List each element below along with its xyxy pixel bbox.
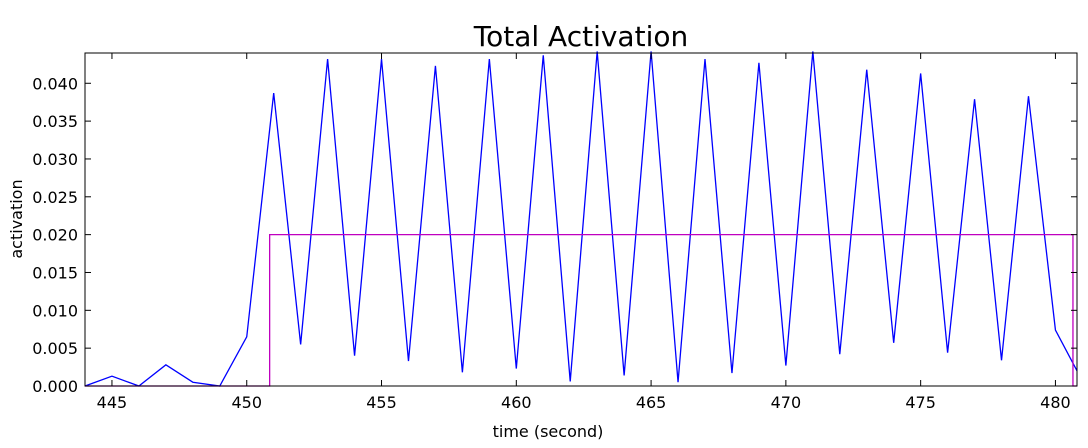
y-tick-label: 0.015 [32,263,78,282]
y-tick-label: 0.005 [32,339,78,358]
y-tick-label: 0.035 [32,112,78,131]
y-tick-label: 0.030 [32,150,78,169]
x-tick-label: 455 [366,393,397,412]
plot-frame [84,52,1078,387]
x-tick-label: 450 [231,393,262,412]
x-tick-label: 470 [771,393,802,412]
y-tick-label: 0.040 [32,74,78,93]
y-tick-label: 0.010 [32,301,78,320]
ticks-layer: 445 450 455 460 465 470 475 480 0.000 0.005 0.010 0… [32,53,1077,412]
x-axis-label: time (second) [493,422,604,441]
y-tick-label: 0.000 [32,377,78,396]
y-tick-label: 0.020 [32,226,78,245]
chart-title: Total Activation [473,20,688,53]
x-tick-label: 480 [1040,393,1071,412]
y-axis-label: activation [7,179,26,258]
y-tick-label: 0.025 [32,188,78,207]
x-tick-label: 465 [636,393,667,412]
x-tick-label: 445 [97,393,128,412]
x-tick-label: 460 [501,393,532,412]
series-line-1 [84,51,1078,387]
x-tick-label: 475 [905,393,936,412]
series-layer [84,51,1078,387]
